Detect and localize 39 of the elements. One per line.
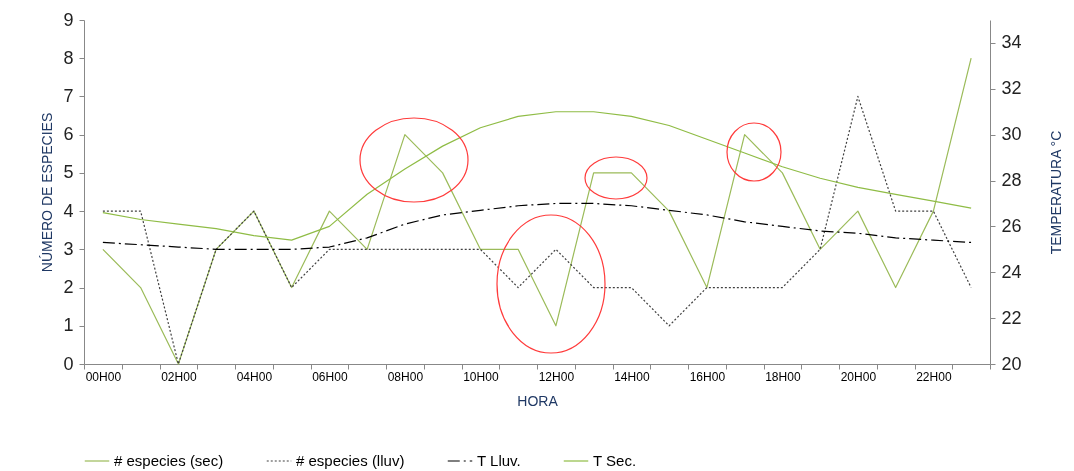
x-tick-label: 18H00: [765, 369, 801, 384]
line-series: [102, 111, 972, 241]
y2-tick-label: 30: [1001, 124, 1022, 145]
x-tick-label: 08H00: [387, 369, 424, 384]
legend-label: # especies (lluv): [296, 452, 405, 469]
y2-axis-title: TEMPERATURA °C: [1047, 130, 1064, 255]
legend-label: T Lluv.: [477, 452, 521, 469]
x-tick-label: 16H00: [689, 369, 726, 384]
legend-label: # especies (sec): [114, 452, 224, 469]
x-tick-label: 20H00: [840, 369, 877, 384]
y2-tick-label: 20: [1001, 353, 1022, 374]
legend-label: T Sec.: [593, 452, 637, 469]
y-axis-title: NÚMERO DE ESPECIES: [39, 112, 56, 273]
x-tick-label: 04H00: [236, 369, 273, 384]
x-tick-label: 14H00: [614, 369, 650, 384]
y-tick-label: 3: [63, 238, 74, 259]
y-tick-label: 2: [63, 277, 74, 298]
x-tick-label: 06H00: [312, 369, 348, 384]
x-tick-label: 22H00: [916, 369, 952, 384]
y-tick-label: 8: [63, 47, 74, 68]
x-axis-title: HORA: [517, 392, 559, 409]
y2-tick-label: 34: [1001, 32, 1022, 53]
y2-tick-label: 32: [1001, 78, 1022, 99]
y2-tick-label: 26: [1001, 215, 1022, 236]
y-tick-label: 1: [63, 315, 74, 336]
y-tick-label: 4: [63, 200, 74, 221]
y-tick-label: 0: [63, 353, 74, 374]
x-tick-label: 12H00: [538, 369, 575, 384]
line-series: [102, 202, 972, 250]
x-tick-label: 02H00: [161, 369, 197, 384]
x-tick-label: 00H00: [85, 369, 122, 384]
y-tick-label: 6: [63, 124, 74, 145]
y-tick-label: 9: [63, 9, 74, 30]
x-tick-label: 10H00: [463, 369, 499, 384]
y2-tick-label: 24: [1001, 261, 1022, 282]
y-tick-label: 5: [63, 162, 74, 183]
y2-tick-label: 22: [1001, 307, 1022, 328]
y-tick-label: 7: [63, 85, 74, 106]
y2-tick-label: 28: [1001, 170, 1022, 191]
